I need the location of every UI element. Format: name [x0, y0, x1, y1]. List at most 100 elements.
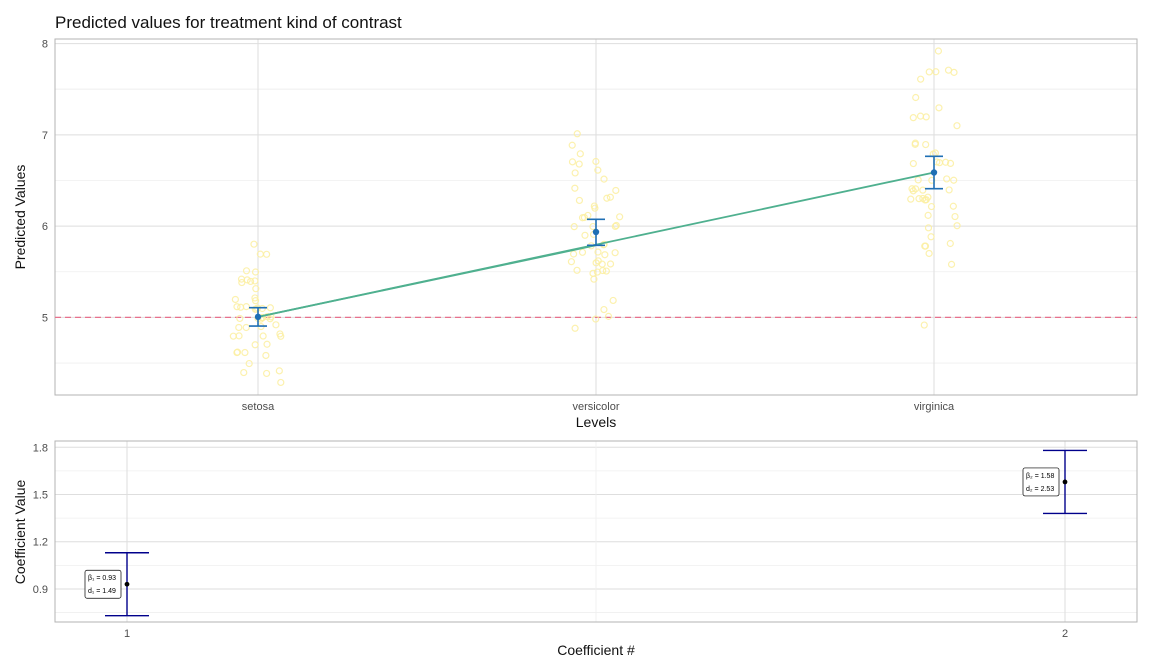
observation-point — [584, 211, 592, 220]
observation-point — [581, 231, 589, 239]
observation-point — [934, 47, 943, 55]
observation-point — [606, 260, 615, 268]
observation-point — [609, 296, 617, 305]
coefficient-errorbars: β₁ = 0.93 d₁ = 1.49 β₂ = 1.58 d₂ = 2.53 — [84, 449, 1087, 617]
observation-point — [917, 75, 925, 83]
predicted-mean-point — [592, 228, 600, 236]
observation-point — [571, 184, 579, 192]
observation-point — [231, 295, 239, 304]
observation-point — [601, 251, 609, 259]
bottom-y-axis-title: Coefficient Value — [12, 480, 28, 585]
observation-point — [927, 202, 936, 211]
observation-point — [251, 294, 259, 302]
observation-point — [592, 259, 600, 267]
y-tick-label: 0.9 — [33, 584, 48, 596]
observation-point — [922, 140, 930, 149]
y-tick-label: 1.2 — [33, 537, 48, 549]
observation-point — [924, 193, 932, 201]
coefficient-point — [1062, 479, 1068, 485]
errorbar-versicolor — [587, 218, 605, 247]
observation-point — [578, 248, 587, 256]
observation-point — [603, 194, 611, 202]
observation-point — [953, 122, 961, 130]
observation-point — [573, 130, 581, 138]
observation-point — [236, 314, 244, 323]
y-tick-label: 7 — [42, 130, 48, 142]
observation-point — [589, 269, 597, 277]
observation-point — [229, 332, 237, 340]
observation-point — [604, 312, 613, 320]
observation-point — [251, 277, 259, 285]
observation-point — [592, 315, 600, 323]
predicted-mean-point — [254, 313, 262, 321]
observation-point — [949, 202, 957, 210]
bottom-panel-border — [54, 440, 1138, 623]
observation-point — [600, 305, 608, 314]
observation-point — [924, 224, 933, 232]
x-tick-label: setosa — [242, 401, 275, 413]
observation-point — [919, 186, 927, 194]
observation-point — [911, 185, 920, 193]
observation-point — [611, 249, 619, 257]
errorbar-virginica — [925, 155, 943, 190]
observation-point — [908, 185, 916, 193]
observation-point — [611, 222, 619, 231]
coefficient-d-label: d₁ = 1.49 — [88, 588, 116, 595]
errorbar-setosa — [249, 306, 267, 327]
observation-point — [569, 250, 578, 258]
coefficient-annotation-box — [84, 569, 122, 599]
observation-point — [590, 202, 598, 210]
observation-point — [571, 324, 579, 332]
observation-point — [250, 240, 258, 248]
observation-point — [592, 157, 600, 166]
observation-point — [907, 195, 915, 203]
top-y-tick-labels: 5 6 7 8 — [42, 39, 48, 325]
observation-points — [229, 47, 961, 387]
observation-point — [242, 267, 251, 275]
observation-point — [251, 341, 259, 349]
observation-point — [256, 250, 264, 258]
observation-point — [945, 186, 953, 194]
observation-point — [580, 213, 588, 222]
observation-point — [251, 297, 260, 305]
coefficient-beta-label: β₁ = 0.93 — [88, 575, 116, 582]
coefficient-annotation-box — [1022, 467, 1060, 497]
x-tick-label: 2 — [1062, 628, 1068, 640]
observation-point — [912, 93, 920, 102]
observation-point — [262, 250, 271, 258]
observation-point — [237, 275, 246, 283]
observation-point — [277, 332, 285, 340]
observation-point — [594, 248, 602, 256]
observation-point — [943, 175, 951, 183]
x-tick-label: virginica — [914, 401, 955, 413]
bottom-x-axis-title: Coefficient # — [557, 642, 635, 658]
observation-point — [920, 321, 928, 329]
observation-point — [946, 159, 955, 168]
observation-point — [238, 278, 246, 287]
observation-point — [262, 351, 270, 360]
y-tick-label: 8 — [42, 39, 48, 51]
observation-point — [575, 160, 583, 168]
observation-point — [911, 140, 919, 148]
observation-point — [568, 141, 576, 149]
observation-point — [925, 249, 933, 258]
observation-point — [919, 194, 927, 203]
observation-point — [594, 257, 602, 265]
observation-point — [258, 304, 266, 313]
observation-point — [950, 176, 958, 184]
observation-point — [606, 193, 614, 201]
observation-point — [263, 340, 271, 348]
observation-point — [947, 260, 956, 268]
observation-point — [272, 321, 280, 329]
observation-point — [246, 277, 255, 286]
bottom-y-tick-labels: 0.9 1.2 1.5 1.8 — [33, 442, 48, 596]
observation-point — [245, 359, 253, 368]
observation-point — [927, 233, 935, 241]
observation-point — [616, 213, 624, 221]
observation-point — [575, 196, 584, 205]
observation-point — [598, 260, 606, 268]
coefficient-point — [124, 581, 130, 587]
y-tick-label: 1.8 — [33, 442, 48, 454]
observation-point — [944, 66, 953, 74]
